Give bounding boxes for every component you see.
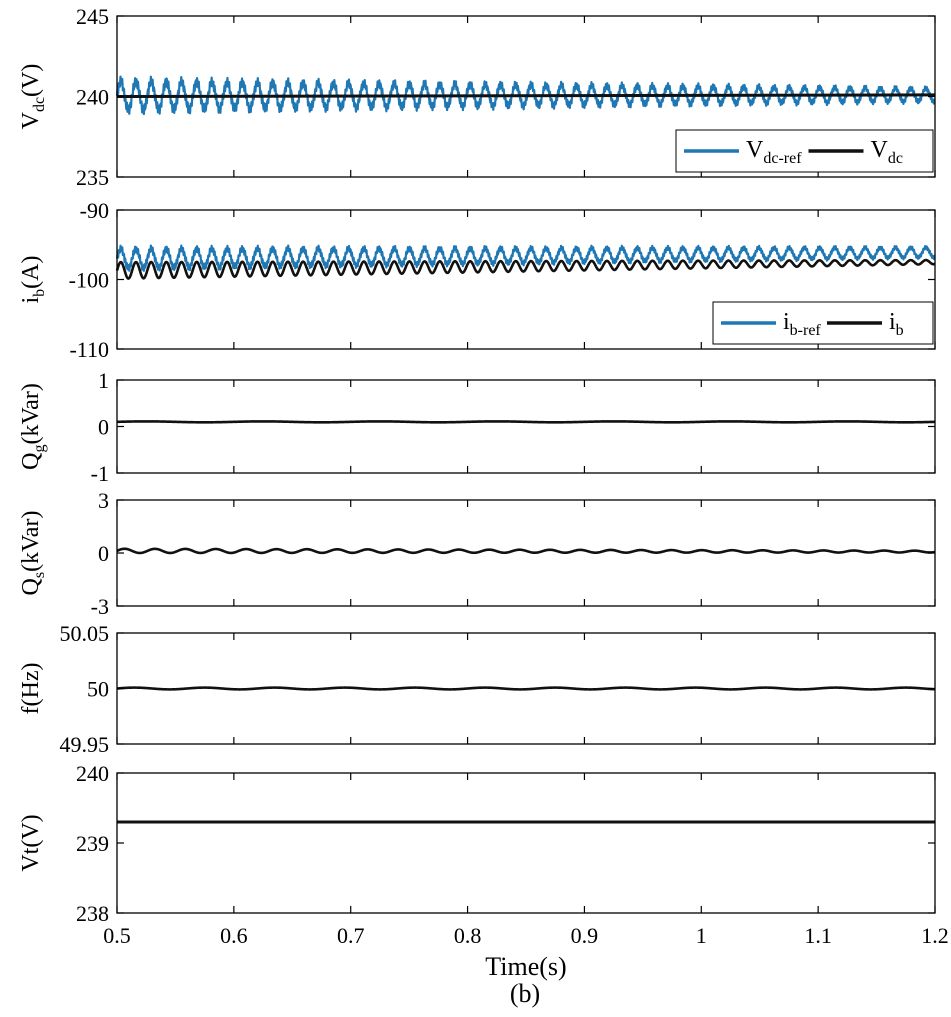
panel-6: 238 239 240 0.5 0.6 0.7 0.8 0.9 1 1.1 1.2 Time(s) Vt…: [18, 761, 949, 981]
ytick-label: -100: [69, 268, 109, 293]
ytick-label: 3: [98, 488, 109, 513]
legend-2: ib-ref ib: [712, 301, 934, 345]
ytick-label: 1: [98, 368, 109, 393]
y-axis-label: Qs(kVar): [18, 511, 48, 596]
axes-box-3: [116, 379, 936, 474]
figure-caption: (b): [510, 979, 540, 1008]
series-2-ref: [115, 244, 936, 272]
ytick-label: -1: [91, 461, 109, 486]
ytick-label: 50.05: [60, 621, 110, 646]
series-2-meas: [115, 258, 936, 280]
x-axis-label: Time(s): [485, 952, 566, 981]
legend-entry: Vdc-ref: [746, 137, 802, 167]
legend-entry: ib: [889, 309, 904, 339]
xtick-label: 1: [696, 923, 707, 948]
legend-entry: Vdc: [871, 137, 903, 167]
panel-4: -3 0 3 Qs(kVar): [18, 488, 936, 619]
legend-entry: ib-ref: [783, 309, 821, 339]
y-axis-label: f(Hz): [18, 663, 44, 715]
ytick-label: 50: [87, 677, 109, 702]
ytick-label: 245: [76, 4, 109, 29]
ytick-label: 0: [98, 415, 109, 440]
axes-box-6: [116, 772, 936, 914]
series-5-meas: [116, 686, 936, 691]
y-axis-label: Vdc(V): [18, 64, 48, 130]
y-axis-label: Qg(kVar): [18, 383, 48, 470]
series-1-meas: [116, 93, 936, 98]
series-4-meas: [116, 547, 936, 555]
ytick-label: 240: [76, 85, 109, 110]
xtick-label: 0.7: [337, 923, 365, 948]
y-axis-label: ib(A): [18, 256, 48, 304]
ytick-label: 49.95: [60, 732, 110, 757]
ytick-label: -3: [91, 594, 109, 619]
xtick-label: 0.5: [103, 923, 131, 948]
series-3-meas: [116, 420, 936, 424]
panel-5: 49.95 50 50.05 f(Hz): [18, 621, 936, 757]
xtick-label: 0.8: [454, 923, 482, 948]
ytick-label: 239: [76, 831, 109, 856]
xtick-label: 0.9: [571, 923, 599, 948]
panel-1: 235 240 245 Vdc(V) Vdc-ref Vdc: [18, 4, 936, 190]
xtick-label: 0.6: [220, 923, 248, 948]
ytick-label: 240: [76, 761, 109, 786]
xtick-label: 1.2: [921, 923, 949, 948]
panel-2: -110 -100 -90 ib(A) ib-ref ib: [18, 198, 936, 362]
y-axis-label: Vt(V): [18, 814, 44, 871]
ytick-label: 0: [98, 541, 109, 566]
panel-3: -1 0 1 Qg(kVar): [18, 368, 936, 486]
ytick-label: -110: [69, 337, 109, 362]
ytick-label: -90: [80, 198, 109, 223]
ytick-label: 238: [76, 901, 109, 926]
xtick-label: 1.1: [804, 923, 832, 948]
ytick-label: 235: [76, 165, 109, 190]
legend-1: Vdc-ref Vdc: [675, 129, 934, 173]
